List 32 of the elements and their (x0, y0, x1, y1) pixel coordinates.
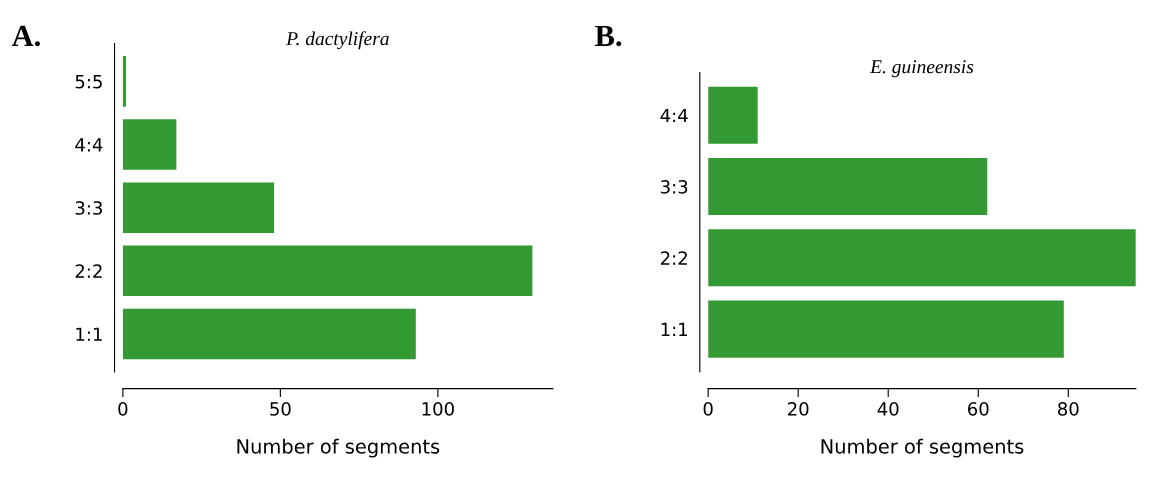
bar (708, 229, 1136, 287)
x-tick-label: 20 (788, 402, 809, 416)
x-tick-label: 0 (703, 402, 713, 416)
x-tick-label: 100 (422, 402, 454, 416)
bar (708, 86, 758, 144)
chart-title: P. dactylifera (286, 31, 389, 50)
bar (122, 245, 533, 297)
chart-title: E. guineensis (869, 60, 974, 78)
x-tick-label: 60 (968, 402, 989, 416)
x-axis-title: Number of segments (237, 438, 440, 458)
y-tick-label: 2:2 (660, 251, 687, 265)
bar (708, 300, 1064, 358)
text: A. (11, 25, 40, 47)
text: B. (595, 25, 622, 47)
x-tick-label: 40 (877, 402, 899, 416)
y-tick-label: 2:2 (75, 264, 102, 278)
bar (708, 158, 988, 216)
y-tick-label: 4:4 (75, 138, 103, 152)
bar (122, 56, 126, 107)
x-tick-label: 80 (1058, 402, 1079, 416)
bar (122, 308, 416, 360)
y-tick-label: 3:3 (75, 201, 102, 215)
y-tick-label: 5:5 (75, 75, 102, 89)
y-tick-label: 3:3 (661, 179, 688, 194)
bar (122, 182, 275, 233)
y-tick-label: 4:4 (660, 108, 688, 123)
bar (122, 119, 177, 170)
y-tick-label: 1:1 (661, 322, 688, 336)
x-tick-label: 50 (270, 402, 291, 416)
x-tick-label: 0 (118, 402, 128, 416)
x-axis-title: Number of segments (821, 438, 1024, 458)
y-tick-label: 1:1 (76, 327, 102, 341)
